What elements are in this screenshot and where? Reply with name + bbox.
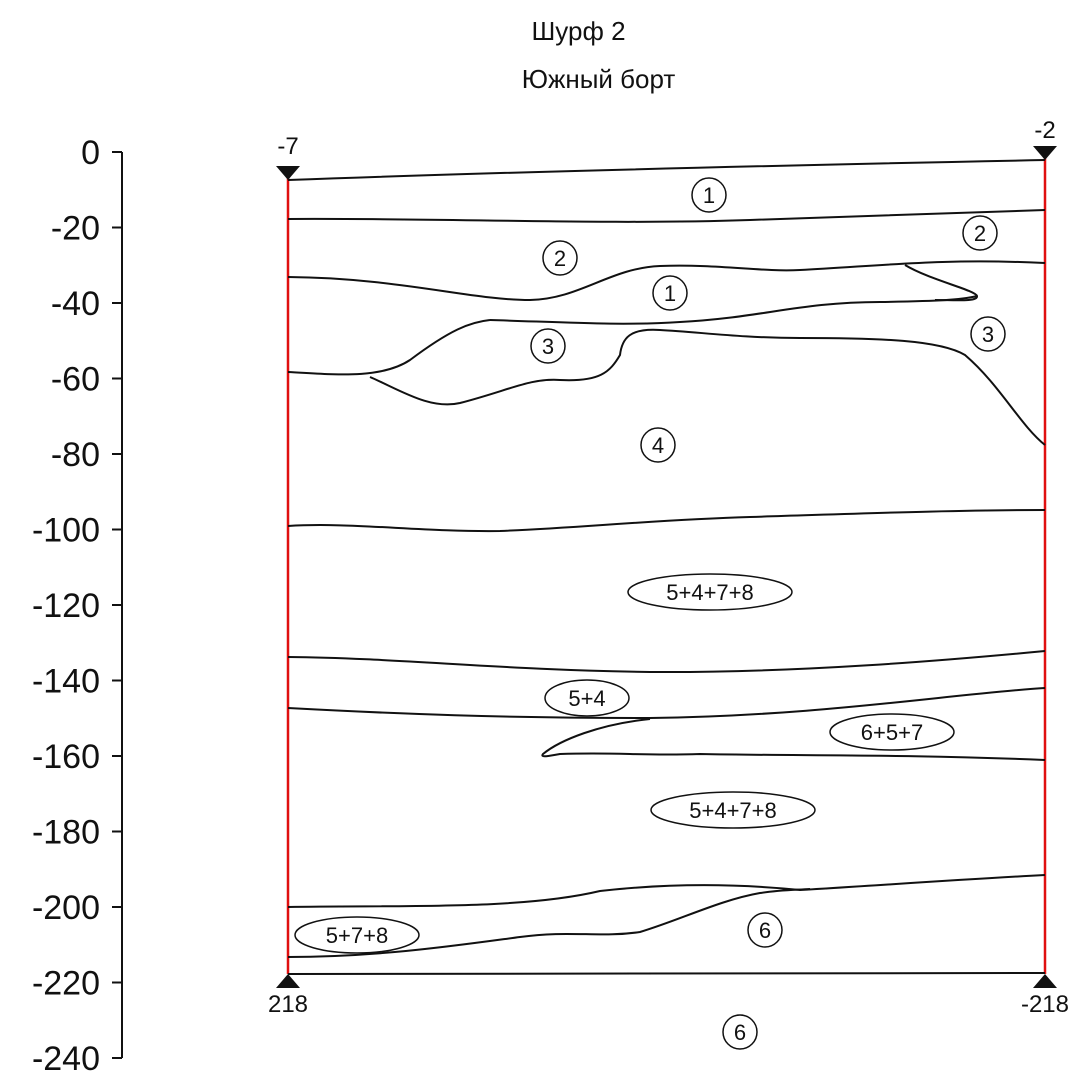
axis-tick-label: -200 bbox=[32, 889, 100, 927]
layer-label-text: 6 bbox=[734, 1020, 746, 1045]
boundary-2-1 bbox=[287, 260, 1046, 302]
layer-label-8: 5+4+7+8 bbox=[627, 573, 793, 611]
boundary-5b bbox=[287, 687, 1046, 720]
boundary-5a bbox=[287, 650, 1046, 674]
layer-label-text: 2 bbox=[554, 246, 566, 271]
layer-label-outline bbox=[294, 916, 420, 954]
marker-bottom-left-triangle bbox=[276, 974, 300, 988]
layer-boundaries bbox=[287, 159, 1046, 975]
marker-top-left-label: -7 bbox=[277, 133, 298, 160]
diagram-title: Шурф 2 bbox=[531, 16, 626, 46]
layer-label-text: 3 bbox=[542, 334, 554, 359]
layer-label-1: 1 bbox=[691, 177, 727, 213]
layer-label-6: 3 bbox=[970, 316, 1006, 352]
layer-label-14: 6 bbox=[722, 1014, 758, 1050]
axis-tick-label: -20 bbox=[51, 210, 100, 248]
layer-label-13: 6 bbox=[747, 912, 783, 948]
axis-tick-label: -60 bbox=[51, 361, 100, 399]
layer-label-text: 1 bbox=[703, 183, 715, 208]
layer-label-outline bbox=[747, 912, 783, 948]
layer-label-text: 1 bbox=[664, 281, 676, 306]
layer-label-4: 1 bbox=[652, 275, 688, 311]
boundary-3-upper bbox=[287, 319, 491, 376]
axis-tick-label: -220 bbox=[32, 965, 100, 1003]
layer-label-text: 3 bbox=[982, 322, 994, 347]
boundary-top bbox=[287, 159, 1046, 181]
layer-label-outline bbox=[640, 427, 676, 463]
boundary-1-3 bbox=[489, 295, 978, 325]
layer-label-9: 5+4 bbox=[544, 679, 630, 717]
axis-tick-label: -100 bbox=[32, 512, 100, 550]
marker-top-left-triangle bbox=[276, 166, 300, 180]
depth-axis: 0 -20 -40 -60 -80 -100 -120 -140 -160 -180 -200 -22… bbox=[32, 134, 123, 1073]
marker-top-right-triangle bbox=[1033, 146, 1057, 160]
axis-tick-label: -240 bbox=[32, 1040, 100, 1073]
boundary-bottom bbox=[287, 972, 1046, 975]
marker-bottom-right-triangle bbox=[1033, 974, 1057, 988]
layer-label-outline bbox=[691, 177, 727, 213]
layer-label-11: 5+4+7+8 bbox=[650, 791, 816, 829]
layer-label-outline bbox=[722, 1014, 758, 1050]
boundary-1-2 bbox=[287, 209, 1046, 223]
layer-label-text: 6 bbox=[759, 918, 771, 943]
axis-tick-label: -140 bbox=[32, 663, 100, 701]
layer-label-12: 5+7+8 bbox=[294, 916, 420, 954]
layer-labels: 1 2 2 1 3 3 4 5+4+7+8 5+4 6+5+7 5+4+7+8 5+7+8 6 6 bbox=[294, 177, 1006, 1050]
layer-label-outline bbox=[829, 713, 955, 751]
layer-label-3: 2 bbox=[962, 215, 998, 251]
layer-label-text: 5+4+7+8 bbox=[689, 798, 776, 823]
boundary-lens-6 bbox=[541, 718, 1046, 761]
layer-label-text: 2 bbox=[974, 221, 986, 246]
boundary-3-lower bbox=[369, 328, 1046, 446]
boundary-4-5 bbox=[287, 509, 1046, 533]
layer-label-text: 5+4+7+8 bbox=[666, 580, 753, 605]
layer-label-text: 5+7+8 bbox=[326, 923, 388, 948]
axis-tick-label: -40 bbox=[51, 285, 100, 323]
layer-label-text: 6+5+7 bbox=[861, 720, 923, 745]
layer-label-2: 2 bbox=[542, 240, 578, 276]
axis-tick-label: -120 bbox=[32, 587, 100, 625]
diagram-subtitle: Южный борт bbox=[521, 64, 676, 94]
layer-label-7: 4 bbox=[640, 427, 676, 463]
layer-label-outline bbox=[970, 316, 1006, 352]
layer-label-outline bbox=[627, 573, 793, 611]
layer-label-outline bbox=[962, 215, 998, 251]
marker-top-right-label: -2 bbox=[1034, 117, 1055, 144]
layer-label-10: 6+5+7 bbox=[829, 713, 955, 751]
layer-label-outline bbox=[542, 240, 578, 276]
boundary-6-lens bbox=[287, 888, 811, 958]
elevation-markers: -7 -2 218 -218 bbox=[268, 117, 1069, 1018]
boundary-lens-2 bbox=[904, 264, 978, 302]
axis-tick-label: -80 bbox=[51, 436, 100, 474]
layer-label-5: 3 bbox=[530, 328, 566, 364]
layer-label-text: 4 bbox=[652, 433, 664, 458]
layer-label-outline bbox=[650, 791, 816, 829]
layer-label-outline bbox=[530, 328, 566, 364]
axis-tick-label: -180 bbox=[32, 814, 100, 852]
layer-label-outline bbox=[652, 275, 688, 311]
marker-bottom-left-label: 218 bbox=[268, 991, 308, 1018]
layer-label-text: 5+4 bbox=[568, 686, 605, 711]
marker-bottom-right-label: -218 bbox=[1021, 991, 1069, 1018]
axis-tick-label: -160 bbox=[32, 738, 100, 776]
boundary-5-6 bbox=[287, 874, 1046, 908]
axis-tick-label: 0 bbox=[81, 134, 100, 172]
layer-label-outline bbox=[544, 679, 630, 717]
